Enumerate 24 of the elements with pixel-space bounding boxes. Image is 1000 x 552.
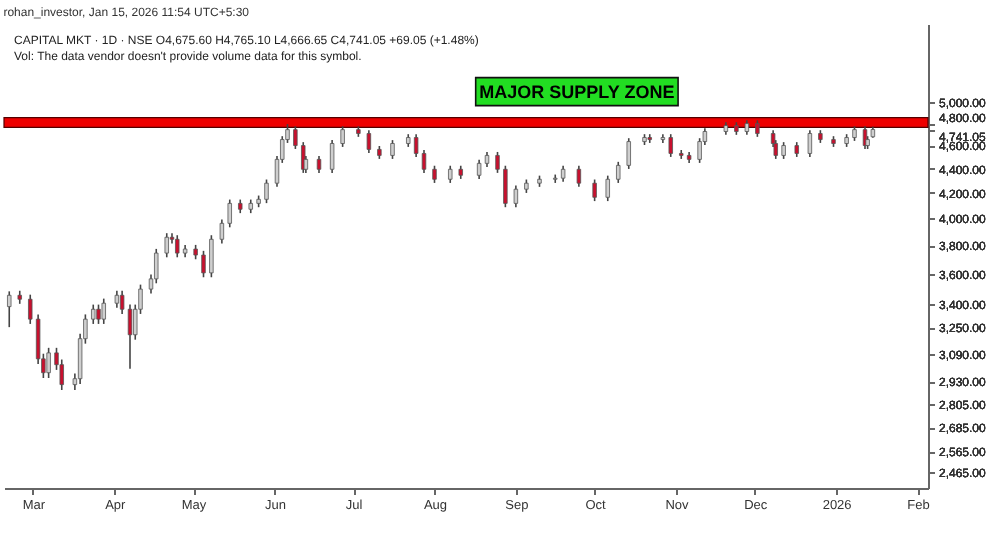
candlestick [7,290,12,328]
candlestick [127,303,133,370]
candlestick [390,139,395,160]
candlestick [576,164,582,188]
candlestick [164,232,169,259]
candlestick [592,178,597,202]
candlestick [366,129,372,154]
candlestick [329,139,335,174]
candlestick [175,234,180,259]
candlestick [626,137,631,170]
candlestick [616,161,621,184]
candlestick [96,303,101,325]
candlestick [209,234,214,279]
band-label: MAJOR SUPPLY ZONE [479,81,675,102]
candlestick [605,174,610,202]
candlestick [476,159,482,180]
candlestick [46,347,51,379]
candlestick [264,178,269,204]
candlestick [807,129,813,158]
candlestick [340,125,345,148]
candlestick [553,173,558,184]
candlestick [513,184,519,208]
candlestick [668,133,673,158]
candlestick [101,297,106,325]
